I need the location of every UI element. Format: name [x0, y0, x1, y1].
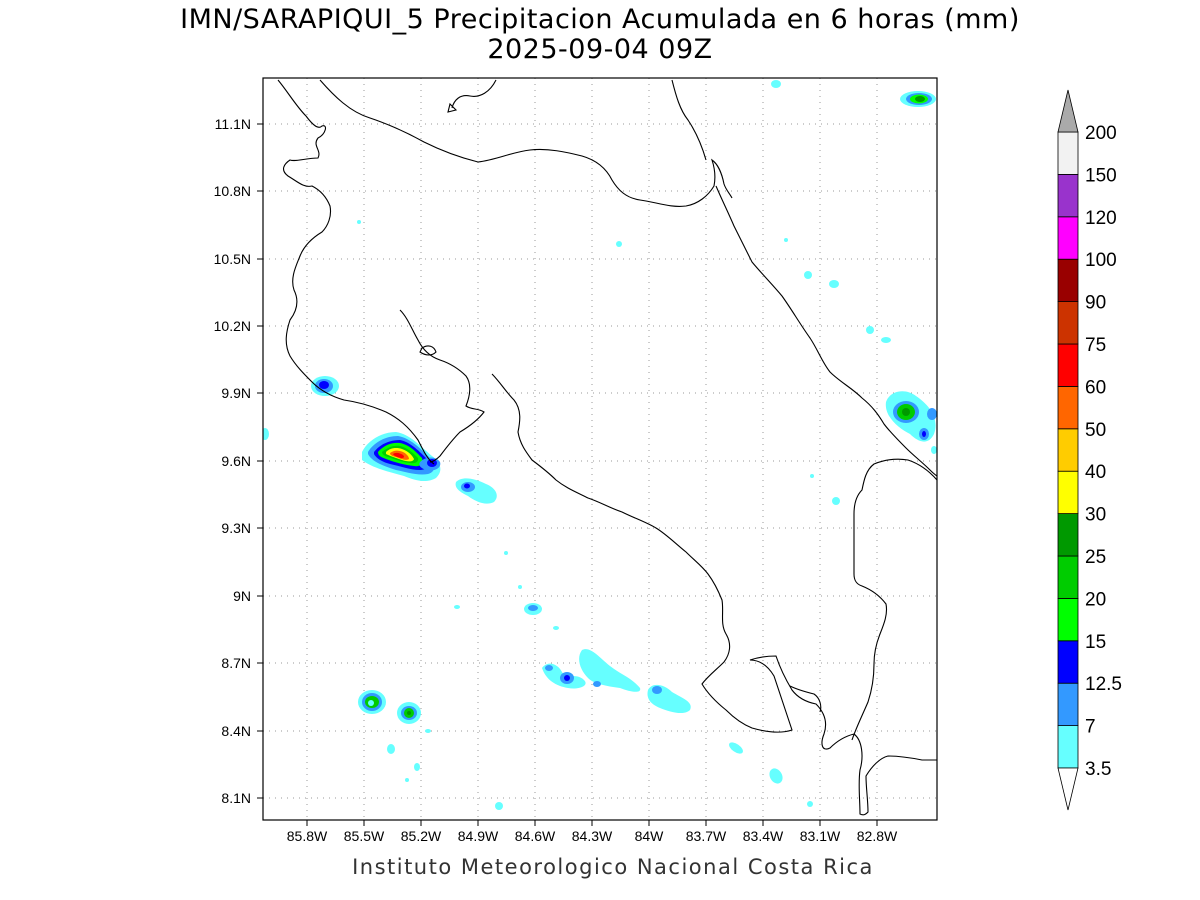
colorbar-label: 90 [1085, 293, 1106, 314]
lat-label: 9N [233, 588, 251, 604]
lat-label: 10.8N [214, 183, 251, 199]
colorbar-swatch [1057, 216, 1079, 260]
colorbar-label: 15 [1085, 632, 1106, 653]
lon-label: 84.6W [515, 828, 556, 844]
map-datetime: 2025-09-04 09Z [487, 34, 713, 65]
lon-label: 85.2W [401, 828, 442, 844]
colorbar-swatch [1057, 513, 1079, 557]
colorbar-swatch [1057, 343, 1079, 387]
footer-credit: Instituto Meteorologico Nacional Costa R… [352, 855, 874, 879]
colorbar-label: 150 [1085, 165, 1117, 186]
colorbar-label: 3.5 [1085, 759, 1111, 780]
colorbar-swatch [1057, 598, 1079, 642]
lon-label: 84W [635, 828, 665, 844]
lon-label: 84.9W [458, 828, 499, 844]
lat-label: 11.1N [215, 116, 251, 132]
colorbar-label: 12.5 [1085, 674, 1122, 695]
coastlines [277, 79, 937, 816]
colorbar-label: 30 [1085, 505, 1106, 526]
latitude-axis: 11.1N 10.8N 10.5N 10.2N 9.9N 9.6N 9.3N 9N 8.7N 8.… [214, 116, 263, 806]
colorbar-label: 120 [1085, 208, 1117, 229]
lat-label: 9.6N [221, 453, 251, 469]
colorbar-label: 60 [1085, 377, 1106, 398]
colorbar-min-arrow [1057, 767, 1079, 811]
colorbar-label: 75 [1085, 335, 1106, 356]
colorbar-max-arrow [1057, 89, 1079, 133]
colorbar-swatch [1057, 725, 1079, 769]
colorbar-label: 100 [1085, 250, 1117, 271]
lon-label: 82.8W [857, 828, 898, 844]
colorbar-label: 50 [1085, 420, 1106, 441]
colorbar-swatch [1057, 301, 1079, 345]
colorbar-swatch [1057, 470, 1079, 515]
lat-label: 10.5N [214, 251, 251, 267]
map-title: IMN/SARAPIQUI_5 Precipitacion Acumulada … [180, 4, 1020, 35]
colorbar-swatch [1057, 682, 1079, 727]
colorbar-swatch [1057, 173, 1079, 218]
lon-label: 85.8W [287, 828, 328, 844]
colorbar-label: 200 [1085, 123, 1117, 144]
longitude-axis: 85.8W 85.5W 85.2W 84.9W 84.6W 84.3W 84W 83.7W 83… [287, 820, 898, 844]
lon-label: 85.5W [344, 828, 385, 844]
colorbar-swatch [1057, 640, 1079, 684]
lat-label: 8.4N [221, 723, 251, 739]
lat-label: 8.7N [221, 655, 251, 671]
colorbar-legend: 3.5 7 12.5 15 20 25 30 40 50 60 75 90 100 120 150 200 [1057, 89, 1122, 811]
lat-label: 10.2N [214, 318, 251, 334]
lat-label: 9.9N [221, 385, 251, 401]
lat-label: 8.1N [221, 790, 251, 806]
colorbar-label: 25 [1085, 547, 1106, 568]
lon-label: 83.1W [800, 828, 841, 844]
lon-label: 84.3W [572, 828, 613, 844]
lon-label: 83.4W [743, 828, 784, 844]
colorbar-swatch [1057, 131, 1079, 175]
colorbar-swatch [1057, 555, 1079, 599]
colorbar-label: 20 [1085, 589, 1106, 610]
map-frame [262, 77, 938, 821]
colorbar-swatch [1057, 385, 1079, 430]
lon-label: 83.7W [686, 828, 727, 844]
colorbar-label: 40 [1085, 462, 1106, 483]
lat-label: 9.3N [221, 520, 251, 536]
colorbar-swatch [1057, 258, 1079, 303]
precipitation-areas [263, 80, 937, 810]
colorbar-label: 7 [1085, 717, 1096, 738]
colorbar-swatch [1057, 428, 1079, 472]
